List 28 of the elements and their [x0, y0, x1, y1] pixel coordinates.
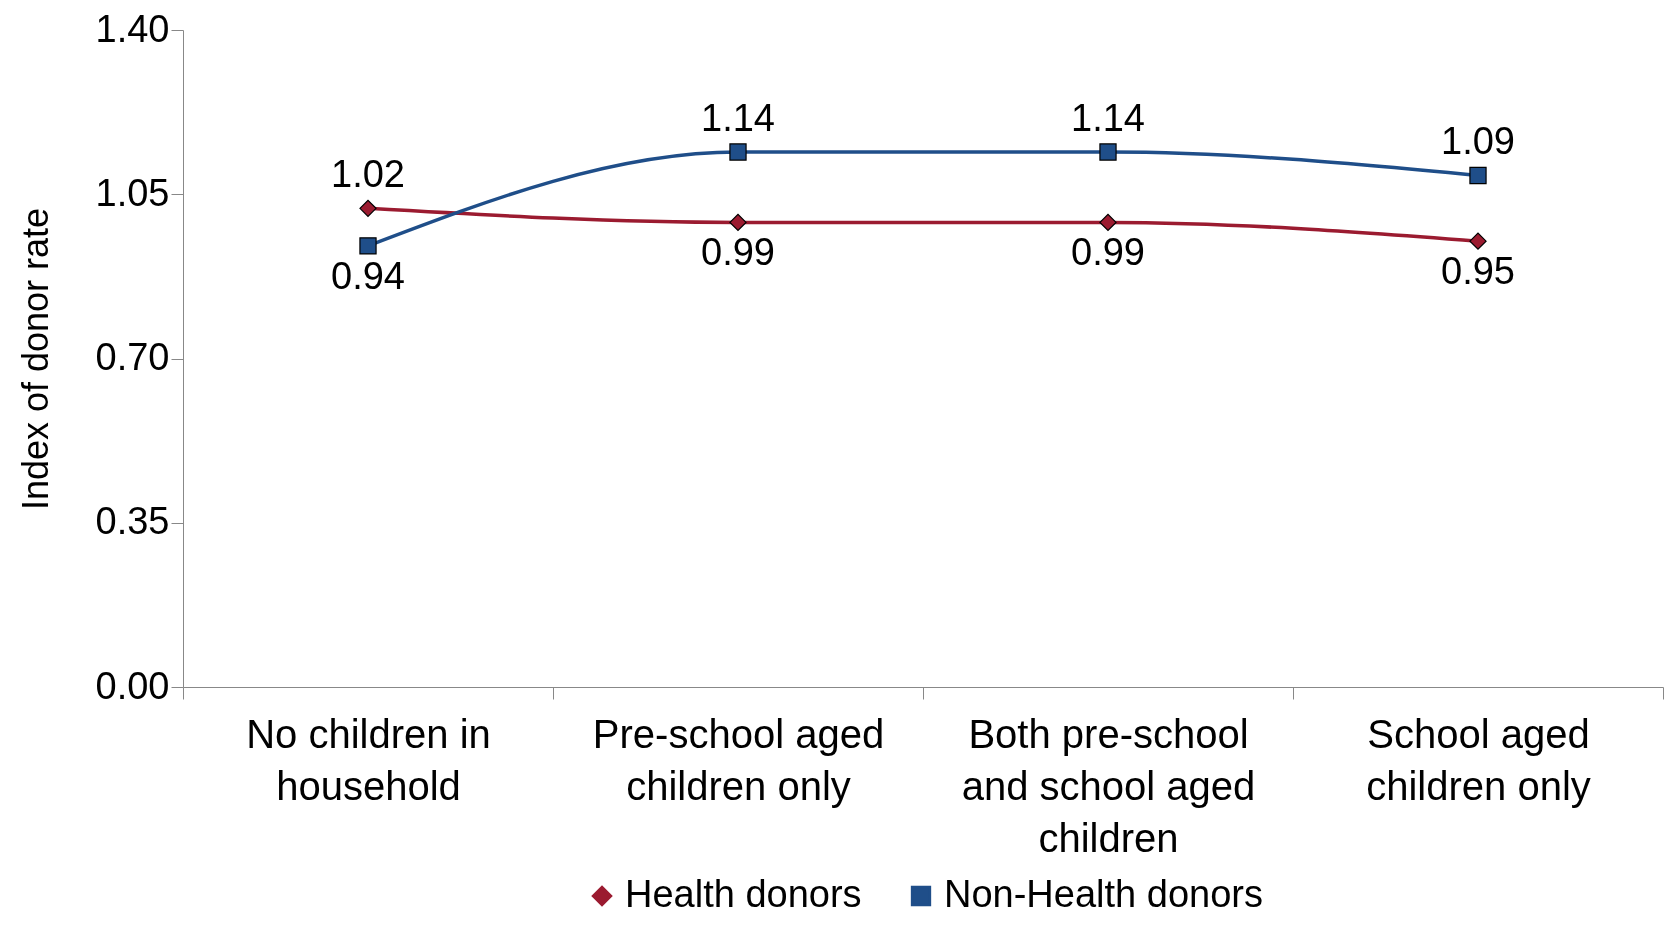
y-axis-title: Index of donor rate	[14, 207, 56, 511]
data-label: 1.14	[701, 97, 775, 140]
x-tick-label: No children in household	[246, 711, 491, 808]
data-label: 1.09	[1441, 120, 1515, 163]
x-tick-label: School aged children only	[1366, 711, 1591, 808]
y-tick-label: 1.05	[95, 171, 170, 214]
data-label: 1.14	[1071, 97, 1145, 140]
y-tick-label: 0.00	[95, 664, 170, 707]
data-label: 1.02	[331, 153, 405, 196]
data-label: 0.94	[331, 254, 405, 297]
point	[359, 237, 377, 255]
point	[729, 143, 747, 161]
legend-label: Health donors	[625, 873, 862, 915]
data-label: 0.95	[1441, 250, 1515, 293]
point	[1469, 166, 1487, 185]
y-tick-label: 0.35	[95, 500, 170, 543]
point	[359, 199, 377, 217]
legend-label: Non-Health donors	[944, 873, 1263, 915]
point	[1099, 143, 1117, 161]
y-tick-label: 1.40	[95, 7, 170, 50]
point	[1469, 232, 1487, 250]
y-tick-label: 0.70	[95, 336, 170, 378]
point	[1099, 213, 1117, 232]
data-label: 0.99	[701, 231, 775, 274]
x-tick-label: Both pre-school and school aged children	[961, 711, 1256, 860]
point	[729, 213, 747, 232]
data-label: 0.99	[1071, 231, 1145, 274]
x-tick-label: Pre-school aged children only	[592, 711, 885, 808]
